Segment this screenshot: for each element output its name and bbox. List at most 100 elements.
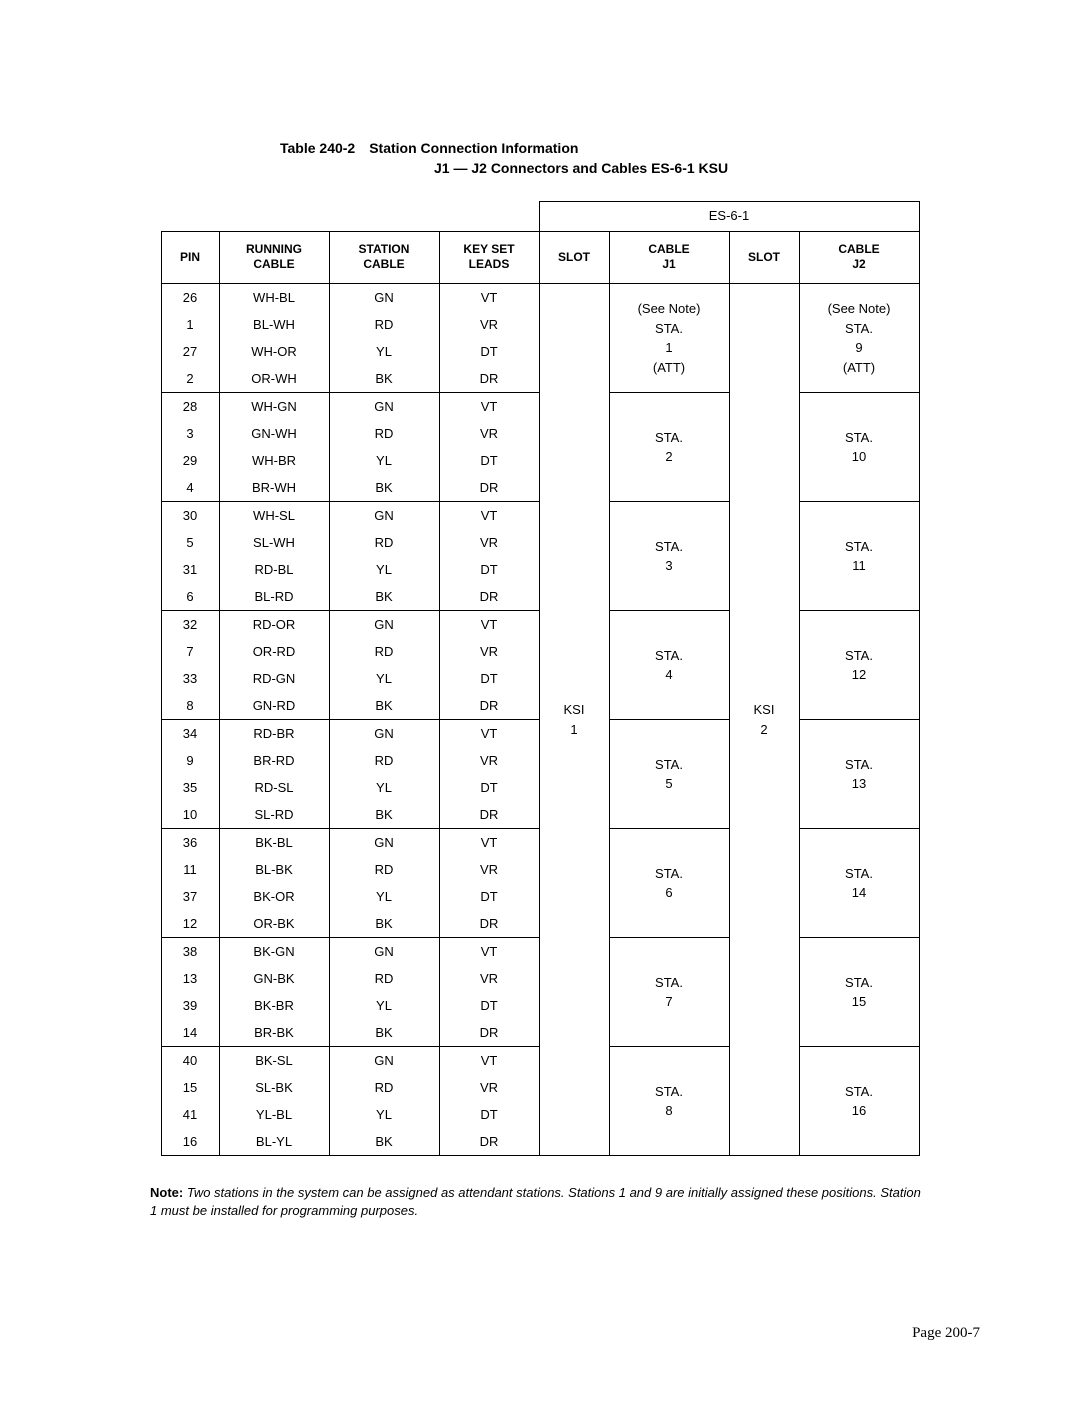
table-cell: SL-BK <box>219 1074 329 1101</box>
cable-j1-cell: STA.4 <box>609 611 729 720</box>
table-cell: BK-BR <box>219 992 329 1019</box>
table-cell: RD <box>329 638 439 665</box>
table-cell: WH-BR <box>219 447 329 474</box>
table-cell: VT <box>439 393 539 421</box>
note-text: Two stations in the system can be assign… <box>150 1185 921 1218</box>
table-cell: YL <box>329 1101 439 1128</box>
table-cell: 11 <box>161 856 219 883</box>
table-cell: 13 <box>161 965 219 992</box>
table-cell: VR <box>439 856 539 883</box>
table-cell: BK <box>329 1019 439 1047</box>
table-cell: DT <box>439 665 539 692</box>
table-cell: VT <box>439 611 539 639</box>
table-cell: BL-YL <box>219 1128 329 1156</box>
table-cell: BK <box>329 910 439 938</box>
table-cell: RD <box>329 1074 439 1101</box>
table-cell: BK <box>329 474 439 502</box>
col-cablej2: CABLEJ2 <box>799 231 919 283</box>
table-cell: VR <box>439 638 539 665</box>
table-cell: VR <box>439 311 539 338</box>
table-cell: 34 <box>161 720 219 748</box>
table-cell: SL-RD <box>219 801 329 829</box>
table-cell: BL-BK <box>219 856 329 883</box>
table-cell: 30 <box>161 502 219 530</box>
table-cell: VR <box>439 1074 539 1101</box>
cable-j1-cell: STA.6 <box>609 829 729 938</box>
table-cell: OR-BK <box>219 910 329 938</box>
cable-j2-cell: STA.14 <box>799 829 919 938</box>
table-cell: DR <box>439 583 539 611</box>
table-cell: BK-OR <box>219 883 329 910</box>
cable-j2-cell: STA.12 <box>799 611 919 720</box>
table-title: Table 240-2 Station Connection Informati… <box>280 140 980 176</box>
table-cell: DR <box>439 474 539 502</box>
table-cell: 36 <box>161 829 219 857</box>
table-cell: 38 <box>161 938 219 966</box>
table-cell: DR <box>439 910 539 938</box>
table-cell: DT <box>439 338 539 365</box>
col-slot1: SLOT <box>539 231 609 283</box>
table-cell: BK-BL <box>219 829 329 857</box>
table-cell: RD <box>329 747 439 774</box>
table-cell: GN-BK <box>219 965 329 992</box>
table-cell: 40 <box>161 1047 219 1075</box>
table-cell: GN-RD <box>219 692 329 720</box>
table-cell: YL <box>329 665 439 692</box>
cable-j1-cell: STA.7 <box>609 938 729 1047</box>
slot-j1: KSI1 <box>539 284 609 1156</box>
table-cell: DT <box>439 774 539 801</box>
table-cell: GN-WH <box>219 420 329 447</box>
col-keyset: KEY SETLEADS <box>439 231 539 283</box>
title-main: Table 240-2 Station Connection Informati… <box>280 140 980 156</box>
cable-j1-cell: STA.3 <box>609 502 729 611</box>
table-cell: 3 <box>161 420 219 447</box>
table-cell: YL <box>329 774 439 801</box>
table-cell: DT <box>439 992 539 1019</box>
table-cell: 28 <box>161 393 219 421</box>
table-cell: BK <box>329 365 439 393</box>
table-cell: 8 <box>161 692 219 720</box>
table-cell: 26 <box>161 284 219 312</box>
table-cell: BK-SL <box>219 1047 329 1075</box>
note-label: Note: <box>150 1185 183 1200</box>
table-cell: BL-RD <box>219 583 329 611</box>
table-cell: VT <box>439 1047 539 1075</box>
table-cell: RD-OR <box>219 611 329 639</box>
table-cell: DT <box>439 556 539 583</box>
table-cell: GN <box>329 611 439 639</box>
table-cell: 14 <box>161 1019 219 1047</box>
table-cell: GN <box>329 284 439 312</box>
connection-table: ES-6-1 PIN RUNNINGCABLE STATIONCABLE KEY… <box>161 201 920 1156</box>
table-cell: DT <box>439 1101 539 1128</box>
table-cell: GN <box>329 1047 439 1075</box>
table-cell: 9 <box>161 747 219 774</box>
table-cell: 32 <box>161 611 219 639</box>
table-cell: RD-BR <box>219 720 329 748</box>
table-cell: 5 <box>161 529 219 556</box>
table-cell: RD-GN <box>219 665 329 692</box>
table-cell: BK-GN <box>219 938 329 966</box>
cable-j2-cell: (See Note)STA.9(ATT) <box>799 284 919 393</box>
col-station: STATIONCABLE <box>329 231 439 283</box>
table-cell: 27 <box>161 338 219 365</box>
table-cell: 35 <box>161 774 219 801</box>
cable-j2-cell: STA.13 <box>799 720 919 829</box>
cable-j2-cell: STA.16 <box>799 1047 919 1156</box>
note-block: Note: Two stations in the system can be … <box>150 1184 930 1220</box>
table-cell: DR <box>439 692 539 720</box>
table-cell: BK <box>329 801 439 829</box>
table-cell: GN <box>329 393 439 421</box>
table-cell: DT <box>439 883 539 910</box>
cable-j2-cell: STA.11 <box>799 502 919 611</box>
table-cell: VT <box>439 720 539 748</box>
table-cell: GN <box>329 829 439 857</box>
table-cell: VR <box>439 965 539 992</box>
table-cell: RD <box>329 529 439 556</box>
col-pin: PIN <box>161 231 219 283</box>
table-cell: BR-RD <box>219 747 329 774</box>
page-number: Page 200-7 <box>912 1325 980 1342</box>
es-header: ES-6-1 <box>539 202 919 232</box>
slot-j2: KSI2 <box>729 284 799 1156</box>
table-cell: VR <box>439 747 539 774</box>
table-cell: WH-GN <box>219 393 329 421</box>
